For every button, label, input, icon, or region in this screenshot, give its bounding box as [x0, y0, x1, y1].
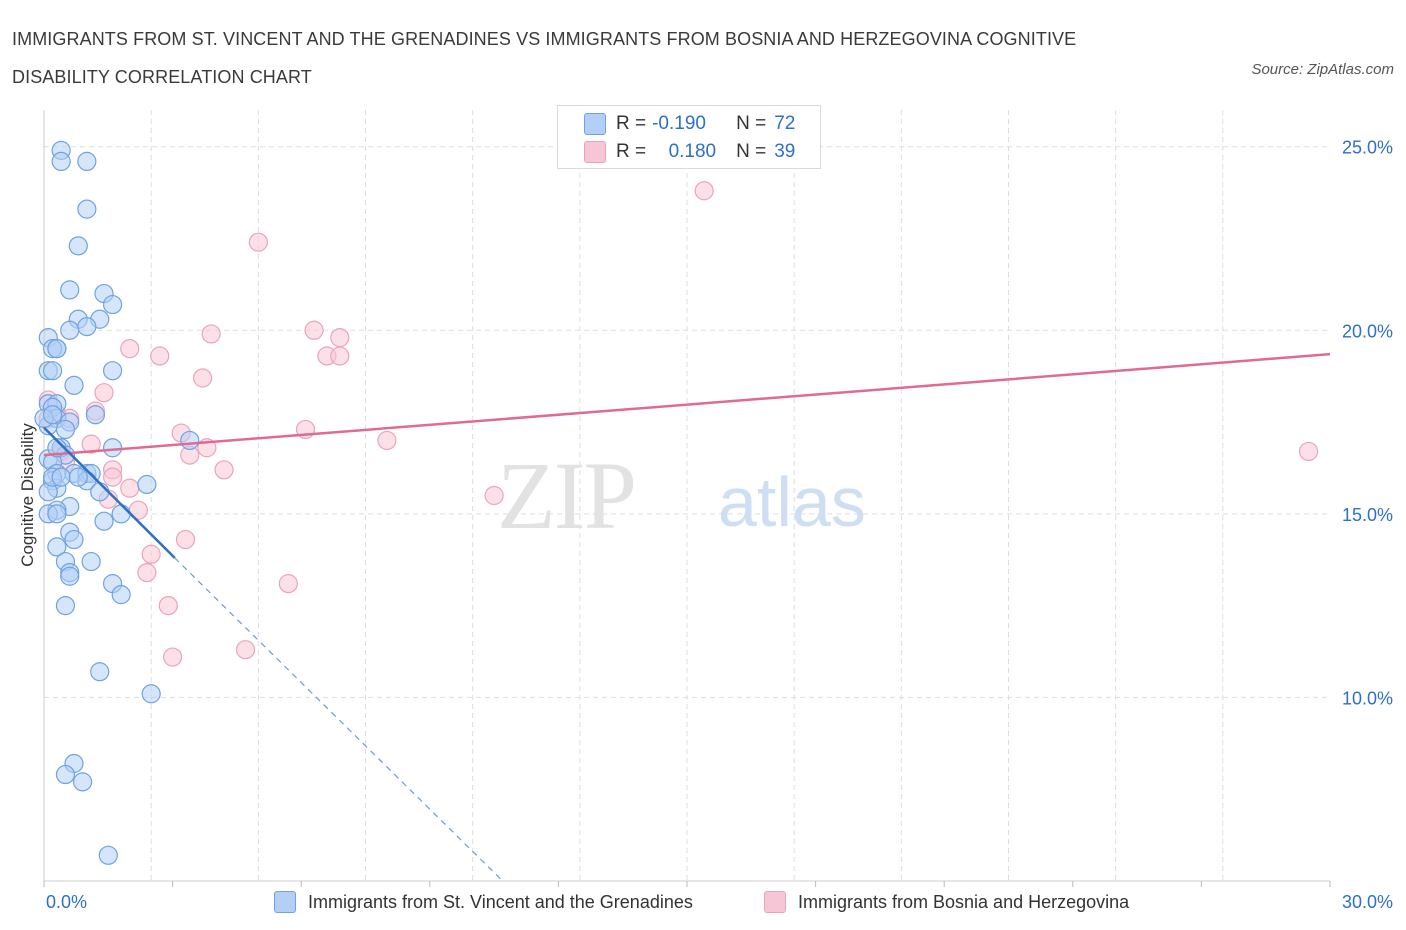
series-svg-points — [34, 140, 200, 865]
bottom-legend-swatch-blue — [274, 891, 296, 913]
legend-n-label: N = — [736, 141, 767, 162]
watermark-zip: ZIP — [497, 442, 635, 549]
data-point-bosnia — [150, 346, 170, 366]
data-point-st-vincent — [55, 596, 76, 616]
data-point-bosnia — [1298, 441, 1319, 462]
data-point-st-vincent — [60, 320, 80, 340]
data-point-st-vincent — [68, 467, 88, 487]
trend-lines — [43, 352, 1331, 882]
data-point-st-vincent — [72, 772, 93, 792]
data-point-st-vincent — [55, 764, 76, 785]
data-point-st-vincent — [98, 845, 118, 865]
data-point-bosnia — [193, 368, 213, 388]
source-label: Source: ZipAtlas.com — [1251, 61, 1394, 78]
legend-r-value-series1: -0.190 — [652, 113, 706, 134]
watermark: ZIP atlas — [497, 442, 866, 549]
y-axis-label: Cognitive Disability — [18, 423, 37, 567]
data-point-bosnia — [694, 181, 714, 201]
data-point-st-vincent — [102, 438, 123, 458]
bottom-legend-label-series1: Immigrants from St. Vincent and the Gren… — [308, 891, 693, 912]
tick-labels: 10.0% 15.0% 20.0% 25.0% 0.0% 30.0% — [46, 138, 1393, 912]
legend-n-label: N = — [736, 113, 767, 134]
data-point-st-vincent — [102, 361, 123, 381]
data-point-bosnia — [158, 596, 178, 616]
data-point-st-vincent — [55, 419, 76, 440]
bottom-legend-series2: Immigrants from Bosnia and Herzegovina — [764, 889, 1129, 915]
legend-r-value-series2: 0.180 — [668, 141, 717, 162]
legend-r-label: R = — [616, 113, 647, 134]
chart-title: IMMIGRANTS FROM ST. VINCENT AND THE GREN… — [12, 29, 1077, 87]
data-point-st-vincent — [111, 504, 131, 524]
data-point-st-vincent — [42, 405, 63, 425]
data-point-bosnia — [235, 640, 256, 660]
data-point-bosnia — [102, 467, 123, 487]
data-point-bosnia — [120, 478, 140, 498]
data-point-st-vincent — [90, 482, 110, 502]
legend-n-value-series1: 72 — [774, 113, 796, 134]
data-point-st-vincent — [51, 467, 71, 487]
legend-row-series2: R = 0.180 N = 39 — [584, 140, 795, 164]
data-point-bosnia — [330, 328, 350, 348]
legend-swatch-pink — [584, 141, 606, 163]
data-point-bosnia — [94, 383, 114, 403]
data-point-bosnia — [304, 320, 324, 340]
data-point-st-vincent — [102, 294, 123, 315]
data-point-bosnia — [278, 574, 298, 594]
data-point-st-vincent — [141, 684, 161, 704]
data-point-bosnia — [141, 544, 161, 564]
grid-lines — [44, 110, 1330, 881]
data-point-st-vincent — [81, 551, 101, 572]
data-point-st-vincent — [64, 529, 84, 550]
bottom-legend-series1: Immigrants from St. Vincent and the Gren… — [274, 889, 693, 915]
watermark-atlas: atlas — [718, 463, 866, 541]
data-point-st-vincent — [51, 151, 71, 171]
data-point-st-vincent — [77, 317, 97, 337]
data-point-st-vincent — [137, 474, 157, 495]
data-point-st-vincent — [180, 430, 200, 451]
data-point-st-vincent — [85, 405, 106, 425]
data-point-st-vincent — [47, 339, 67, 359]
data-point-bosnia — [484, 485, 504, 506]
correlation-legend: R = -0.190 N = 72 R = 0.180 N = 39 — [557, 105, 821, 169]
x-tick-label-max: 30.0% — [1342, 892, 1393, 912]
data-point-bosnia — [248, 232, 268, 252]
data-point-bosnia — [330, 346, 350, 366]
data-point-bosnia — [377, 430, 397, 451]
data-point-st-vincent — [42, 361, 63, 381]
data-point-st-vincent — [77, 199, 97, 219]
y-tick-label: 20.0% — [1342, 321, 1393, 341]
data-point-st-vincent — [94, 511, 114, 531]
trend-line-st-vincent-extension — [174, 557, 504, 882]
data-point-st-vincent — [47, 537, 67, 557]
bottom-legend-swatch-pink — [764, 891, 786, 913]
data-point-st-vincent — [77, 151, 97, 171]
data-point-bosnia — [163, 647, 183, 667]
data-point-st-vincent — [68, 236, 88, 256]
legend-swatch-blue — [584, 113, 606, 135]
trend-line-st-vincent — [43, 426, 176, 559]
y-tick-label: 15.0% — [1342, 505, 1393, 525]
data-point-bosnia — [175, 529, 196, 550]
data-point-st-vincent — [64, 375, 84, 395]
bottom-legend-label-series2: Immigrants from Bosnia and Herzegovina — [798, 891, 1130, 912]
data-point-bosnia — [214, 460, 234, 480]
data-point-st-vincent — [60, 280, 80, 300]
legend-n-value-series2: 39 — [774, 141, 796, 162]
data-point-st-vincent — [111, 585, 131, 605]
data-point-st-vincent — [90, 662, 110, 682]
series-bosnia-points — [38, 181, 1319, 667]
data-point-bosnia — [137, 562, 157, 583]
data-point-bosnia — [120, 339, 140, 359]
y-tick-label: 25.0% — [1342, 138, 1393, 158]
data-point-bosnia — [81, 434, 101, 454]
data-point-st-vincent — [47, 504, 67, 524]
data-point-st-vincent — [60, 566, 80, 586]
legend-row-series1: R = -0.190 N = 72 — [584, 112, 795, 136]
y-tick-label: 10.0% — [1342, 688, 1393, 708]
x-tick-label-min: 0.0% — [46, 892, 87, 912]
data-point-bosnia — [201, 324, 221, 344]
legend-r-label: R = — [616, 141, 647, 162]
trend-line-bosnia — [43, 352, 1331, 457]
